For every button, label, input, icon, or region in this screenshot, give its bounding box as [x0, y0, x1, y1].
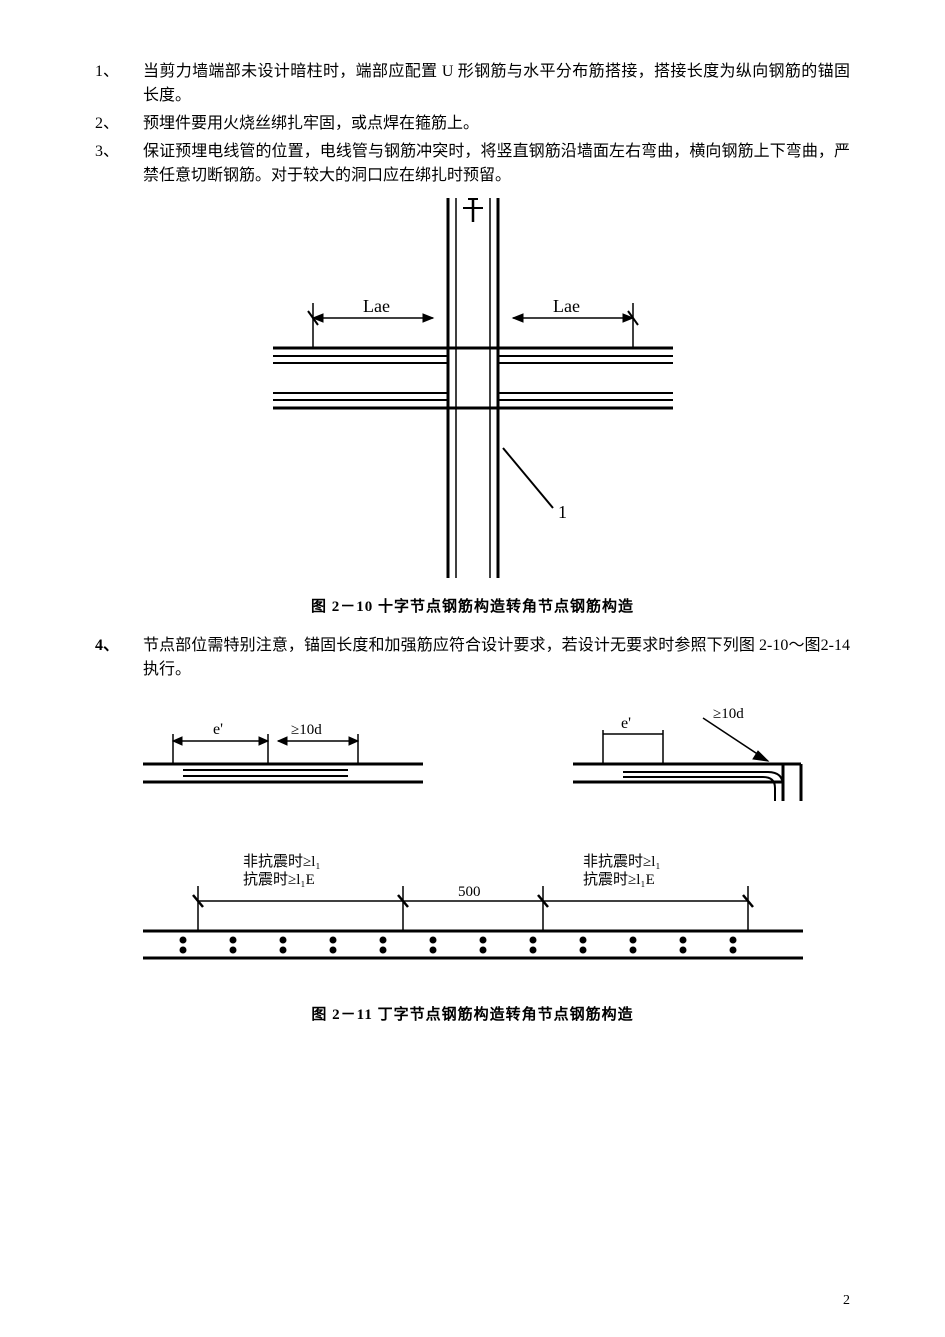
- pointer-1-label: 1: [558, 502, 567, 522]
- list-item-3: 3、 保证预埋电线管的位置，电线管与钢筋冲突时，将竖直钢筋沿墙面左右弯曲，横向钢…: [95, 140, 850, 188]
- lae-left-label: Lae: [363, 296, 390, 316]
- nonseismic-right: 非抗震时≥l₁: [583, 853, 661, 870]
- list-item-4: 4、 节点部位需特别注意，锚固长度和加强筋应符合设计要求，若设计无要求时参照下列…: [95, 634, 850, 682]
- lae-right-label: Lae: [553, 296, 580, 316]
- nonseismic-left: 非抗震时≥l₁: [243, 853, 321, 870]
- figure-2-10: Lae Lae 1: [95, 198, 850, 583]
- item-number: 3、: [95, 140, 143, 188]
- list-item-2: 2、 预埋件要用火烧丝绑扎牢固，或点焊在箍筋上。: [95, 112, 850, 136]
- dim-e2-label: e': [621, 715, 631, 732]
- dim-10d-2-label: ≥10d: [713, 706, 744, 722]
- seismic-left: 抗震时≥l₁E: [243, 871, 315, 888]
- item-text: 预埋件要用火烧丝绑扎牢固，或点焊在箍筋上。: [143, 112, 850, 136]
- item-text: 节点部位需特别注意，锚固长度和加强筋应符合设计要求，若设计无要求时参照下列图 2…: [143, 634, 850, 682]
- list-item-1: 1、 当剪力墙端部未设计暗柱时，端部应配置 U 形钢筋与水平分布筋搭接，搭接长度…: [95, 60, 850, 108]
- item-text: 保证预埋电线管的位置，电线管与钢筋冲突时，将竖直钢筋沿墙面左右弯曲，横向钢筋上下…: [143, 140, 850, 188]
- page-number: 2: [843, 1293, 850, 1309]
- figure-2-11: e' ≥10d e' ≥10d 非抗震时≥l₁ 抗震时≥l₁E 非抗震时≥l₁ …: [95, 706, 850, 991]
- dim-10d-label: ≥10d: [291, 722, 322, 738]
- figure-2-10-caption: 图 2－10 十字节点钢筋构造转角节点钢筋构造: [95, 595, 850, 616]
- item-number: 2、: [95, 112, 143, 136]
- item-number: 4、: [95, 634, 143, 682]
- dim-e-label: e': [213, 721, 223, 738]
- dim-500: 500: [458, 884, 481, 900]
- item-text: 当剪力墙端部未设计暗柱时，端部应配置 U 形钢筋与水平分布筋搭接，搭接长度为纵向…: [143, 60, 850, 108]
- figure-2-11-caption: 图 2－11 丁字节点钢筋构造转角节点钢筋构造: [95, 1003, 850, 1024]
- item-number: 1、: [95, 60, 143, 108]
- seismic-right: 抗震时≥l₁E: [583, 871, 655, 888]
